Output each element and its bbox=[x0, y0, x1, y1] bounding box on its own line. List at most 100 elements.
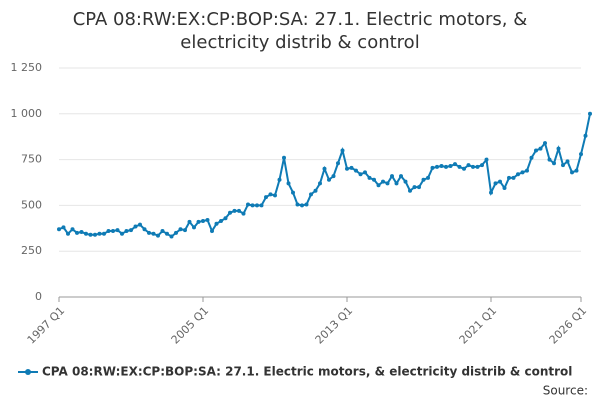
data-point bbox=[318, 181, 322, 186]
x-tick-label: 2026 Q1 bbox=[547, 304, 590, 347]
data-point bbox=[507, 175, 511, 180]
data-point bbox=[552, 161, 556, 166]
data-point bbox=[84, 231, 88, 236]
data-point bbox=[462, 166, 466, 171]
data-point bbox=[156, 233, 160, 238]
data-point bbox=[133, 224, 138, 229]
data-point bbox=[331, 174, 336, 179]
data-point bbox=[340, 148, 345, 153]
legend-marker bbox=[25, 369, 31, 375]
data-point bbox=[390, 174, 394, 179]
data-point bbox=[417, 185, 421, 190]
data-point bbox=[363, 170, 367, 175]
data-point bbox=[142, 227, 147, 232]
data-point bbox=[228, 210, 232, 215]
data-point bbox=[322, 166, 327, 171]
data-point bbox=[97, 231, 102, 236]
data-point bbox=[241, 211, 246, 216]
data-point bbox=[498, 179, 502, 184]
y-tick-label: 1 000 bbox=[11, 107, 43, 120]
data-point bbox=[376, 183, 381, 188]
data-point bbox=[547, 157, 552, 162]
data-point bbox=[61, 225, 66, 230]
data-point bbox=[223, 216, 228, 221]
data-point bbox=[300, 203, 304, 208]
y-tick-label: 500 bbox=[21, 198, 42, 211]
data-point bbox=[421, 177, 426, 182]
data-point bbox=[525, 168, 529, 173]
data-point bbox=[88, 232, 93, 237]
data-point bbox=[354, 168, 358, 173]
data-point bbox=[556, 146, 561, 151]
data-point bbox=[286, 181, 291, 186]
data-point bbox=[570, 170, 574, 175]
data-point bbox=[295, 202, 300, 207]
data-point bbox=[349, 165, 354, 170]
data-point bbox=[174, 230, 178, 235]
data-point bbox=[336, 161, 340, 166]
data-point bbox=[381, 179, 385, 184]
data-point bbox=[264, 195, 268, 200]
data-point bbox=[565, 159, 570, 164]
data-point bbox=[237, 208, 241, 213]
data-point bbox=[471, 164, 475, 169]
data-point bbox=[403, 179, 408, 184]
x-tick-label: 1997 Q1 bbox=[25, 304, 68, 347]
source: Source: bbox=[543, 384, 588, 398]
data-point bbox=[201, 218, 205, 223]
y-tick-label: 250 bbox=[21, 244, 42, 257]
data-point bbox=[313, 188, 318, 193]
data-point bbox=[412, 185, 417, 190]
data-point bbox=[538, 146, 543, 151]
data-point bbox=[219, 218, 223, 223]
y-tick-label: 1 250 bbox=[11, 61, 43, 74]
legend-label: CPA 08:RW:EX:CP:BOP:SA: 27.1. Electric m… bbox=[42, 365, 572, 379]
data-point bbox=[79, 229, 84, 234]
data-point bbox=[466, 163, 471, 168]
data-point bbox=[138, 222, 142, 227]
data-point bbox=[345, 166, 349, 171]
data-point bbox=[111, 229, 115, 234]
data-point bbox=[502, 185, 507, 190]
data-point bbox=[529, 155, 534, 160]
data-point bbox=[115, 228, 120, 233]
data-point bbox=[196, 219, 201, 224]
data-point bbox=[583, 133, 588, 138]
data-point bbox=[129, 228, 133, 233]
data-point bbox=[574, 168, 579, 173]
data-point bbox=[367, 175, 372, 180]
data-point bbox=[187, 219, 192, 224]
data-point bbox=[561, 163, 565, 168]
data-point bbox=[511, 175, 516, 180]
data-point bbox=[520, 170, 525, 175]
y-tick-label: 750 bbox=[21, 153, 42, 166]
data-point bbox=[160, 229, 165, 234]
data-point bbox=[75, 230, 79, 235]
data-point bbox=[448, 164, 453, 169]
data-point bbox=[250, 203, 255, 208]
data-point bbox=[444, 164, 448, 169]
data-point bbox=[57, 227, 61, 232]
data-point bbox=[282, 155, 286, 160]
series-line bbox=[58, 113, 591, 238]
data-point bbox=[124, 229, 129, 234]
data-point bbox=[327, 177, 331, 182]
data-point bbox=[165, 231, 169, 236]
data-point bbox=[210, 229, 214, 234]
data-point bbox=[291, 190, 295, 195]
data-point bbox=[399, 174, 403, 179]
data-point bbox=[579, 152, 583, 157]
data-point bbox=[255, 203, 259, 208]
data-point bbox=[480, 163, 484, 168]
data-point bbox=[435, 164, 439, 169]
y-tick-label: 0 bbox=[35, 290, 42, 303]
data-point bbox=[372, 177, 376, 182]
data-point bbox=[394, 181, 399, 186]
chart-title: CPA 08:RW:EX:CP:BOP:SA: 27.1. Electric m… bbox=[72, 9, 528, 53]
data-point bbox=[151, 231, 156, 236]
data-point bbox=[268, 192, 273, 197]
data-point bbox=[588, 111, 592, 116]
data-point bbox=[192, 225, 196, 230]
